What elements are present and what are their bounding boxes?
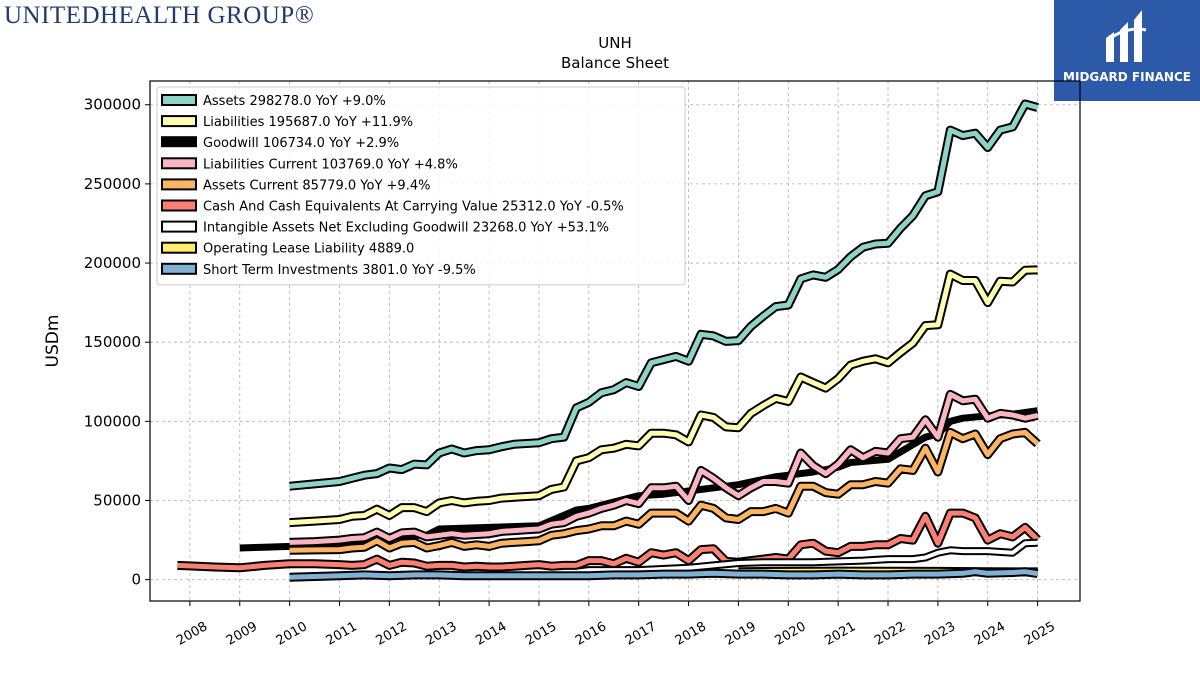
legend-label-short-term-investments: Short Term Investments 3801.0 YoY -9.5% <box>203 263 476 278</box>
legend-label-cash-and-cash-equivalents-at-carrying-value: Cash And Cash Equivalents At Carrying Va… <box>203 200 624 215</box>
y-axis-ticks: 0 50000 100000 150000 200000 250000 300000 <box>84 96 150 589</box>
x-tick-label: 2014 <box>473 619 509 649</box>
x-tick-label: 2018 <box>673 619 709 649</box>
y-tick-label: 300000 <box>84 96 141 114</box>
legend-swatch-short-term-investments <box>161 262 197 275</box>
series-line-liabilities <box>289 267 1038 526</box>
x-tick-label: 2016 <box>573 619 609 649</box>
legend-swatch-cash-and-cash-equivalents-at-carrying-value <box>161 199 197 212</box>
legend-box <box>156 86 686 286</box>
legend-swatch-goodwill <box>161 136 197 148</box>
legend-swatch-assets-current <box>161 178 197 191</box>
x-tick-label: 2019 <box>723 619 759 649</box>
y-tick-label: 50000 <box>93 491 141 509</box>
series-line-short-term-investments <box>289 569 1038 580</box>
series-line-liabilities-current <box>289 391 1039 545</box>
series-lines <box>177 99 1041 582</box>
x-tick-label: 2013 <box>423 619 459 649</box>
legend-label-assets-current: Assets Current 85779.0 YoY +9.4% <box>203 178 430 193</box>
legend-swatch-liabilities <box>161 115 197 128</box>
x-tick-label: 2022 <box>872 619 908 649</box>
series-line-assets <box>289 101 1039 489</box>
y-tick-label: 0 <box>131 571 141 589</box>
x-tick-label: 2012 <box>374 619 410 649</box>
legend-label-intangible-assets-net-excluding-goodwill: Intangible Assets Net Excluding Goodwill… <box>203 221 609 236</box>
legend-swatch-assets <box>161 94 197 106</box>
y-axis-label: USDm <box>43 315 63 368</box>
x-tick-label: 2011 <box>324 619 360 649</box>
legend-label-liabilities-current: Liabilities Current 103769.0 YoY +4.8% <box>203 157 458 172</box>
legend-label-goodwill: Goodwill 106734.0 YoY +2.9% <box>203 136 399 151</box>
x-tick-label: 2023 <box>922 619 958 649</box>
legend-swatch-liabilities-current <box>161 157 197 170</box>
x-tick-label: 2010 <box>274 619 310 649</box>
legend-label-operating-lease-liability: Operating Lease Liability 4889.0 <box>203 242 414 257</box>
unitedhealth-group-logo: UNITEDHEALTH GROUP® <box>4 2 315 29</box>
x-tick-label: 2015 <box>523 619 559 649</box>
y-tick-label: 100000 <box>84 412 141 430</box>
x-tick-label: 2009 <box>224 619 260 649</box>
legend: Assets 298278.0 YoY +9.0% Liabilities 195… <box>156 86 686 286</box>
x-tick-label: 2025 <box>1022 619 1058 649</box>
chart-subtitle: Balance Sheet <box>561 54 669 72</box>
series-line-cash-and-cash-equivalents-at-carrying-value <box>177 510 1040 571</box>
x-tick-label: 2024 <box>972 619 1008 649</box>
midgard-finance-logo: MIDGARD FINANCE <box>1054 0 1200 101</box>
x-tick-label: 2008 <box>174 619 210 649</box>
legend-label-liabilities: Liabilities 195687.0 YoY +11.9% <box>203 115 413 130</box>
y-tick-label: 200000 <box>84 254 141 272</box>
plot-frame <box>149 80 1081 602</box>
legend-label-assets: Assets 298278.0 YoY +9.0% <box>203 94 386 109</box>
x-axis-ticks: 2008 2009 2010 2011 2012 2013 2014 2015 2016 2017… <box>174 601 1058 649</box>
legend-swatch-operating-lease-liability <box>161 241 197 254</box>
chart-title: UNH <box>598 34 631 52</box>
series-line-assets-current <box>289 429 1040 553</box>
y-tick-label: 150000 <box>84 333 141 351</box>
midgard-emblem-icon <box>1106 10 1147 62</box>
y-tick-label: 250000 <box>84 175 141 193</box>
series-line-intangible-assets-net-excluding-goodwill <box>576 540 1038 574</box>
x-tick-label: 2020 <box>772 619 808 649</box>
x-tick-label: 2017 <box>623 619 659 649</box>
midgard-finance-label: MIDGARD FINANCE <box>1063 70 1191 84</box>
legend-swatch-intangible-assets-net-excluding-goodwill <box>161 220 197 233</box>
x-tick-label: 2021 <box>822 619 858 649</box>
